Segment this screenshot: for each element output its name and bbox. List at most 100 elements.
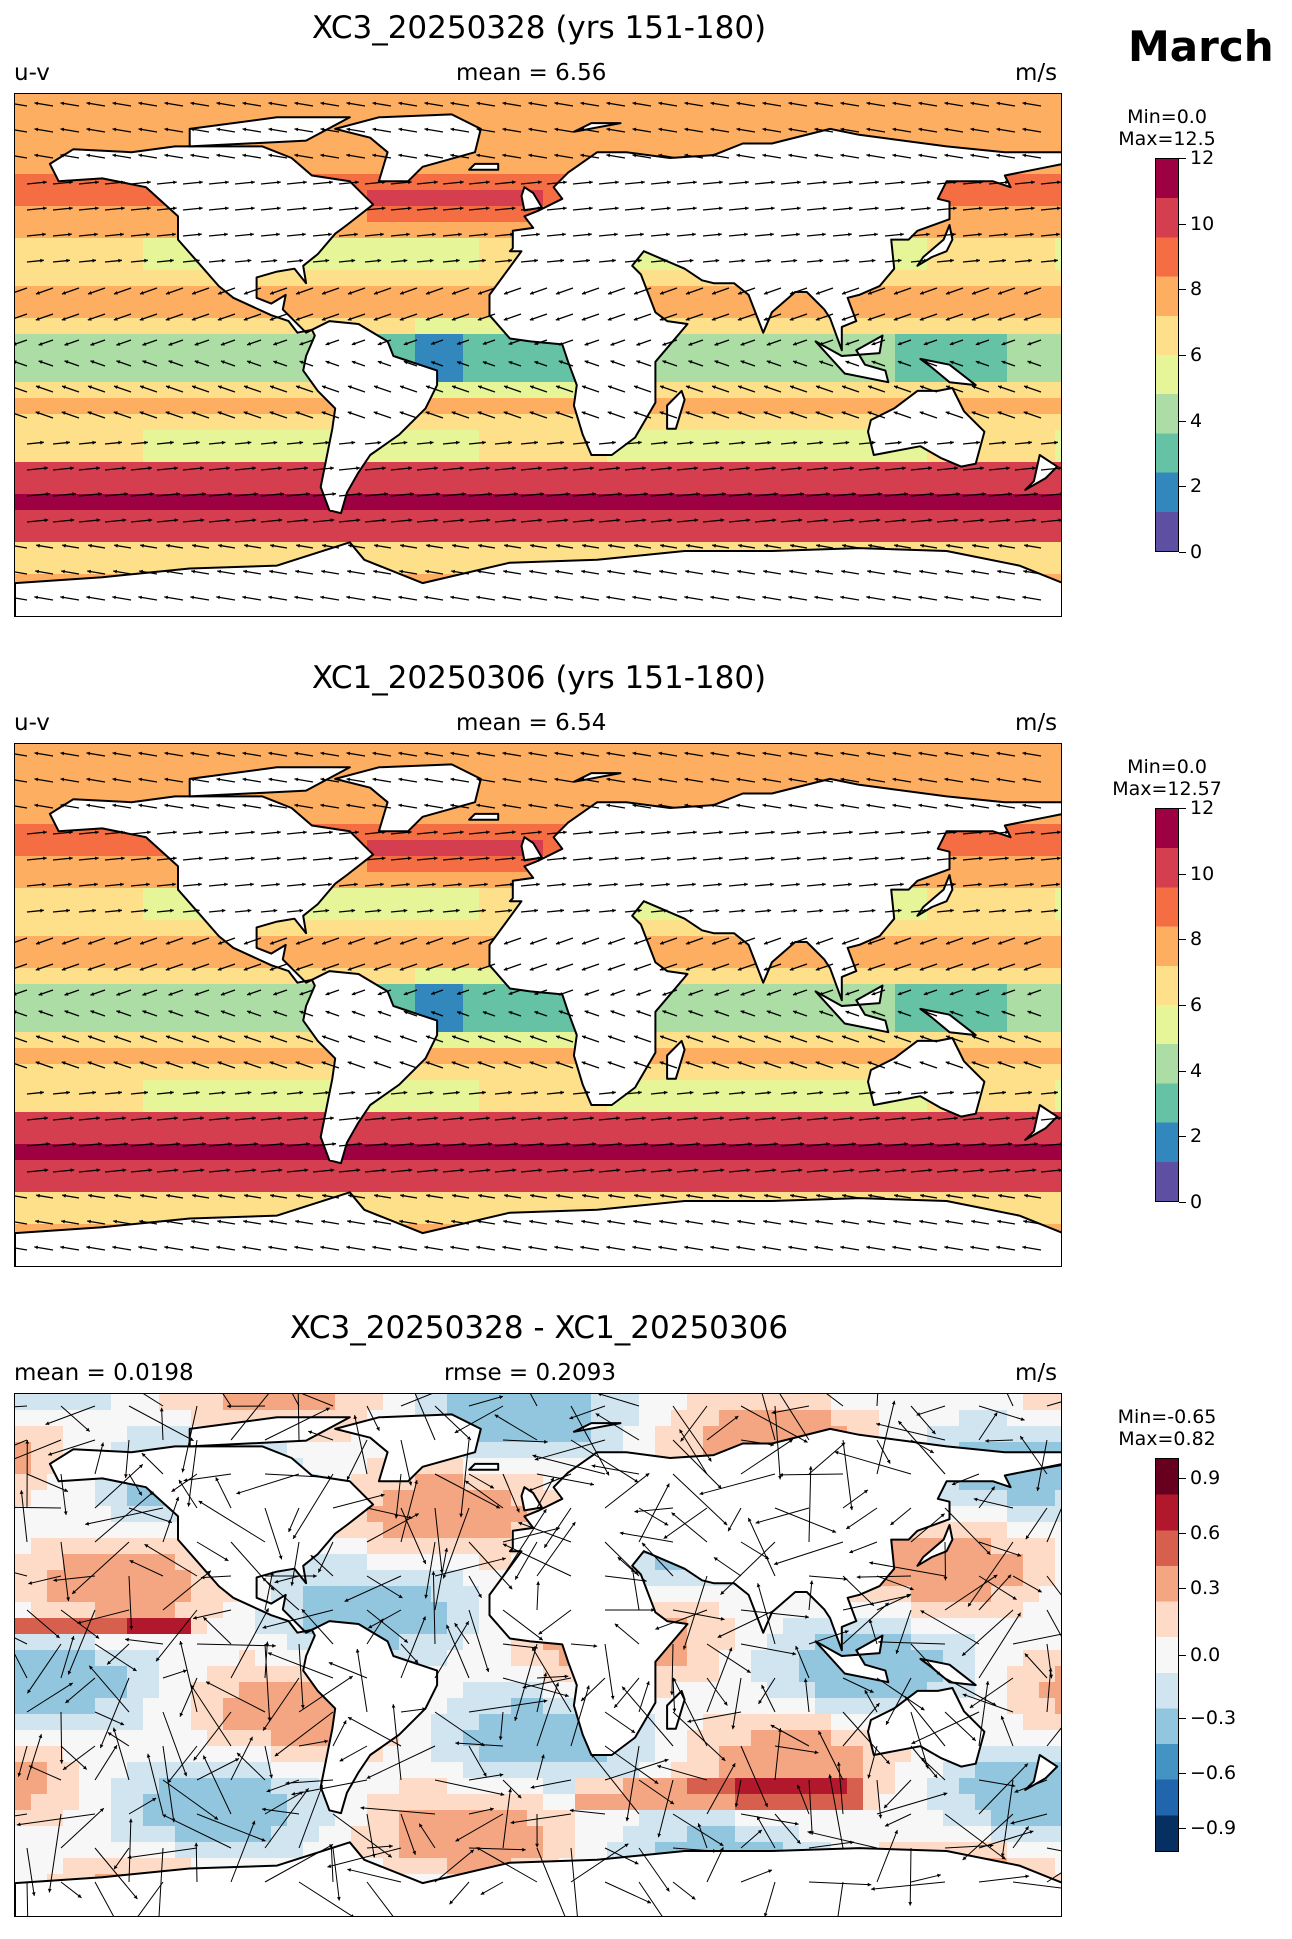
wind-vector-head (982, 492, 986, 496)
field-cell (927, 510, 944, 527)
wind-vector-head (90, 360, 95, 364)
field-cell (639, 462, 656, 479)
field-cell (799, 350, 816, 367)
wind-vector-head (502, 127, 507, 132)
field-cell (415, 318, 432, 335)
wind-vector-head (670, 492, 674, 496)
wind-vector-head (1058, 518, 1061, 523)
field-cell (1023, 206, 1040, 223)
field-cell (143, 510, 160, 527)
wind-vector-head (457, 361, 461, 365)
field-cell (95, 270, 112, 287)
field-cell (367, 254, 384, 271)
wind-vector-head (840, 101, 845, 106)
panel-2-variable-label: u-v (14, 710, 50, 736)
field-cell (511, 110, 528, 127)
wind-vector-head (166, 385, 170, 389)
wind-vector-head (450, 127, 455, 132)
field-cell (1039, 984, 1056, 1001)
field-cell (975, 904, 992, 921)
field-cell (1055, 872, 1061, 889)
field-cell (735, 968, 752, 985)
field-cell (431, 952, 448, 969)
wind-vector-head (1023, 411, 1028, 415)
wind-vector-head (408, 466, 412, 471)
wind-vector-head (512, 466, 516, 471)
field-cell (223, 952, 240, 969)
wind-vector-head (216, 127, 221, 132)
field-cell (31, 254, 48, 271)
field-cell (143, 366, 160, 383)
wind-vector-head (373, 569, 377, 574)
wind-vector-head (191, 569, 195, 574)
wind-vector-head (306, 492, 310, 496)
panel-1-map (14, 93, 1062, 617)
wind-vector-head (484, 232, 488, 237)
wind-vector-head (849, 206, 853, 211)
field-cell (143, 414, 160, 431)
wind-vector-head (142, 342, 147, 346)
field-cell (47, 744, 64, 761)
field-cell (143, 904, 160, 921)
field-cell (719, 744, 736, 761)
field-cell (799, 510, 816, 527)
field-cell (495, 158, 512, 175)
field-cell (543, 382, 560, 399)
field-cell (703, 398, 720, 415)
field-cell (735, 94, 752, 111)
field-cell (63, 478, 80, 495)
field-cell (495, 174, 512, 191)
field-cell (495, 110, 512, 127)
field-cell (943, 510, 960, 527)
wind-vector-head (763, 569, 767, 574)
wind-vector-head (425, 569, 429, 574)
panel-1-variable-label: u-v (14, 60, 50, 86)
field-cell (159, 110, 176, 127)
field-cell (239, 318, 256, 335)
wind-vector-head (606, 101, 611, 106)
wind-vector (442, 493, 467, 497)
field-cell (991, 110, 1008, 127)
wind-vector (598, 493, 623, 497)
wind-vector-head (15, 360, 17, 364)
field-cell (751, 350, 768, 367)
field-cell (303, 398, 320, 415)
wind-vector-head (972, 543, 976, 548)
field-cell (623, 760, 640, 777)
wind-vector-head (580, 595, 584, 600)
field-cell (511, 760, 528, 777)
field-cell (847, 494, 864, 511)
field-cell (367, 270, 384, 287)
field-cell (671, 302, 688, 319)
field-cell (751, 494, 768, 511)
field-cell (95, 904, 112, 921)
wind-vector-head (840, 153, 845, 158)
field-cell (1023, 510, 1040, 527)
field-cell (431, 286, 448, 303)
field-cell (495, 238, 512, 255)
field-cell (543, 430, 560, 447)
field-cell (879, 382, 896, 399)
field-cell (895, 254, 912, 271)
field-cell (63, 920, 80, 937)
field-cell (1007, 494, 1024, 511)
field-cell (1007, 126, 1024, 143)
field-cell (719, 334, 736, 351)
field-cell (559, 542, 576, 559)
wind-vector-head (766, 342, 771, 346)
wind-vector-head (1058, 466, 1061, 471)
field-cell (943, 952, 960, 969)
field-cell (63, 430, 80, 447)
wind-vector-head (512, 518, 517, 523)
field-cell (975, 968, 992, 985)
field-cell (415, 510, 432, 527)
field-cell (895, 1016, 912, 1033)
field-cell (287, 542, 304, 559)
field-cell (95, 920, 112, 937)
wind-vector-head (841, 317, 846, 321)
field-cell (959, 904, 976, 921)
field-cell (223, 478, 240, 495)
field-cell (639, 430, 656, 447)
field-cell (79, 94, 96, 111)
field-cell (175, 1000, 192, 1017)
